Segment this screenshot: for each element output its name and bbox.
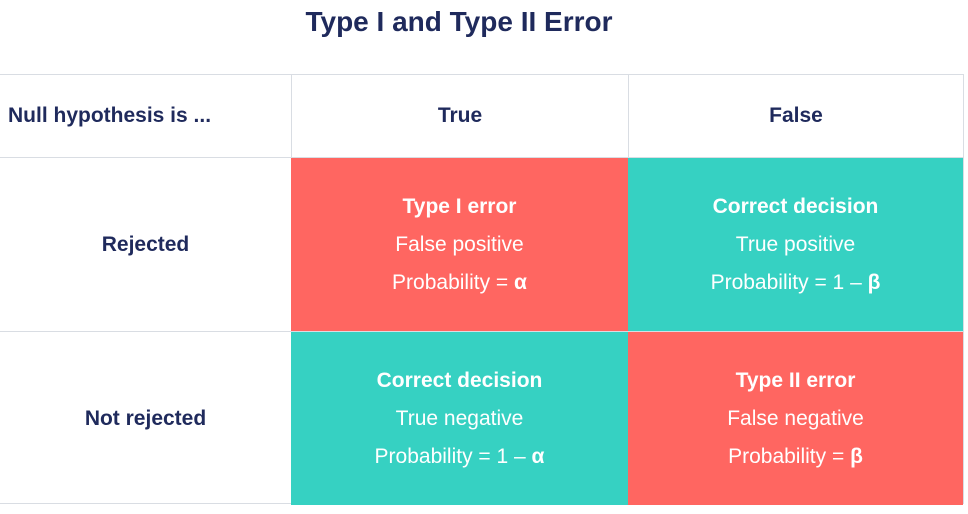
outcome-description: False positive [395,233,524,256]
outcome-name: Correct decision [712,195,879,218]
outcome-name: Correct decision [376,368,543,392]
header-cell-true: True [291,75,628,157]
page-title: Type I and Type II Error [305,6,613,37]
row-label-cell-not-rejected: Not rejected [0,332,291,505]
row-label-cell-rejected: Rejected [0,158,291,332]
probability-symbol: α [531,444,545,468]
header-cell-null-hypothesis: Null hypothesis is ... [0,75,291,157]
outcome-probability: Probability = β [728,438,863,476]
cell-type-i-error: Type I error False positive Probability … [291,158,628,332]
outcome-probability: Probability = 1 – β [711,264,881,302]
outcome-probability: Probability = 1 – α [375,438,545,476]
header-cell-false: False [628,75,963,157]
probability-symbol: β [867,271,881,294]
table-header-row: Null hypothesis is ... True False [0,75,963,157]
header-label-null-hypothesis: Null hypothesis is ... [8,104,212,127]
probability-prefix: Probability = [728,444,851,468]
outcome-probability: Probability = α [392,264,527,302]
probability-symbol: α [514,271,527,294]
probability-prefix: Probability = 1 – [710,271,868,294]
cell-true-positive: Correct decision True positive Probabili… [628,158,963,332]
outcome-description: True negative [395,406,524,430]
error-table: Null hypothesis is ... True False Reject… [0,74,964,505]
probability-prefix: Probability = 1 – [374,444,532,468]
cell-type-ii-error: Type II error False negative Probability… [628,332,963,505]
outcome-description: True positive [735,233,856,256]
outcome-name: Type I error [402,195,517,218]
header-label-true: True [437,104,483,127]
row-label-not-rejected: Not rejected [84,406,207,430]
table-row-rejected: Rejected Type I error False positive Pro… [0,157,963,332]
probability-prefix: Probability = [392,271,515,294]
cell-true-negative: Correct decision True negative Probabili… [291,332,628,505]
probability-symbol: β [850,444,863,468]
outcome-name: Type II error [735,368,856,392]
table-row-not-rejected: Not rejected Correct decision True negat… [0,331,963,505]
header-label-false: False [769,104,823,127]
row-label-rejected: Rejected [101,233,190,256]
outcome-description: False negative [727,406,864,430]
